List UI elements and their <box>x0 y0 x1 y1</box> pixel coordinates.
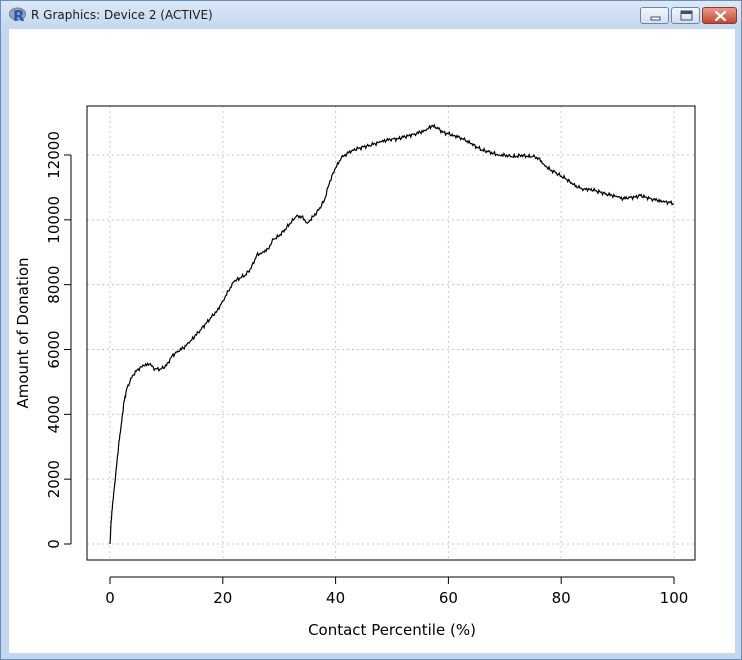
donation-series-line <box>109 123 675 545</box>
maximize-icon <box>680 10 693 21</box>
window-title: R Graphics: Device 2 (ACTIVE) <box>31 8 213 22</box>
axes: 0 20 40 60 80 100 0 2000 4000 6000 8000 10000 12000 <box>45 131 688 607</box>
close-button[interactable] <box>702 7 737 24</box>
line-chart: 0 20 40 60 80 100020004000600080001000012000 … <box>14 105 696 639</box>
x-tick-label: 40 <box>326 589 345 607</box>
y-tick-label: 12000 <box>45 131 63 179</box>
y-tick-label: 2000 <box>45 460 63 498</box>
minimize-icon <box>650 16 661 21</box>
x-tick-label: 20 <box>213 589 232 607</box>
x-axis-label: Contact Percentile (%) <box>308 621 476 639</box>
y-tick-label: 0 <box>45 539 63 549</box>
y-tick-label: 8000 <box>45 266 63 304</box>
series-layer <box>109 123 675 545</box>
plot-frame <box>86 105 696 561</box>
y-tick-label: 6000 <box>45 330 63 368</box>
y-tick-label: 4000 <box>45 395 63 433</box>
grid-lines <box>87 106 695 560</box>
y-axis-label: Amount of Donation <box>14 257 32 408</box>
close-icon <box>714 10 727 22</box>
x-tick-label: 80 <box>552 589 571 607</box>
x-tick-label: 60 <box>439 589 458 607</box>
title-bar[interactable]: R R Graphics: Device 2 (ACTIVE) <box>1 1 741 29</box>
x-tick-label: 100 <box>660 589 689 607</box>
svg-text:R: R <box>13 7 25 23</box>
y-tick-label: 10000 <box>45 196 63 244</box>
r-logo-icon: R <box>9 7 26 23</box>
graphics-device-canvas: 0 20 40 60 80 100 0 2000 4000 6000 8000 10000 12000 … <box>9 29 735 653</box>
minimize-button[interactable] <box>640 7 669 24</box>
maximize-button[interactable] <box>671 7 700 24</box>
x-tick-label: 0 <box>105 589 115 607</box>
